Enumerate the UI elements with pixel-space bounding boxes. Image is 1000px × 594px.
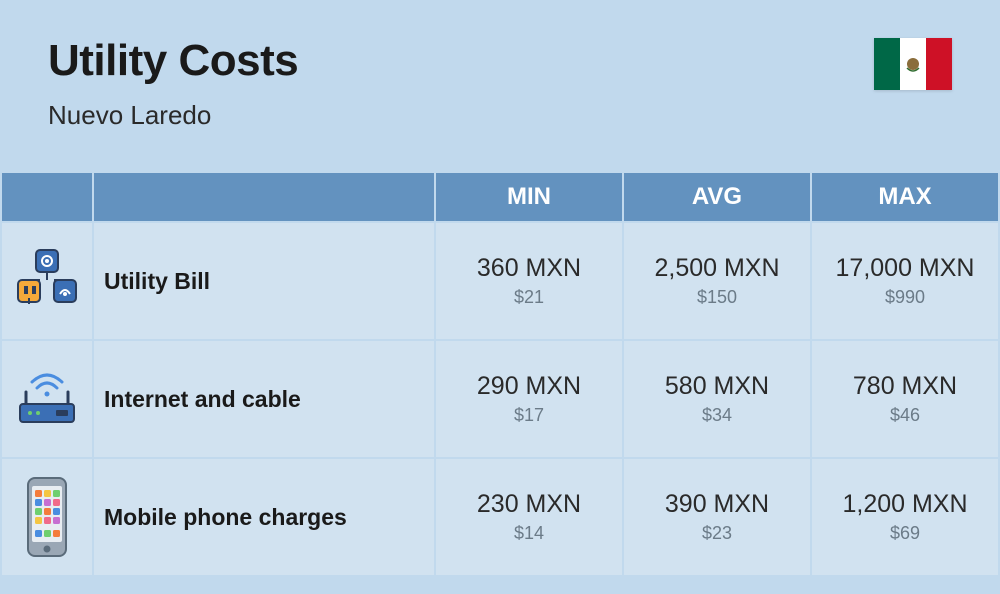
page-title: Utility Costs — [48, 36, 952, 86]
cell-min: 360 MXN $21 — [436, 223, 622, 339]
header: Utility Costs Nuevo Laredo — [0, 0, 1000, 171]
table-row: Utility Bill 360 MXN $21 2,500 MXN $150 … — [2, 223, 998, 339]
value-secondary: $17 — [436, 405, 622, 426]
cell-min: 290 MXN $17 — [436, 341, 622, 457]
value-secondary: $46 — [812, 405, 998, 426]
value-primary: 360 MXN — [436, 254, 622, 283]
table-header-row: MIN AVG MAX — [2, 173, 998, 221]
value-secondary: $34 — [624, 405, 810, 426]
cell-avg: 390 MXN $23 — [624, 459, 810, 575]
page-subtitle: Nuevo Laredo — [48, 100, 952, 131]
value-secondary: $21 — [436, 287, 622, 308]
phone-icon — [2, 459, 92, 575]
cell-max: 1,200 MXN $69 — [812, 459, 998, 575]
cell-min: 230 MXN $14 — [436, 459, 622, 575]
header-blank-icon — [2, 173, 92, 221]
value-secondary: $69 — [812, 523, 998, 544]
router-icon — [2, 341, 92, 457]
header-blank-label — [94, 173, 434, 221]
value-primary: 2,500 MXN — [624, 254, 810, 283]
value-primary: 230 MXN — [436, 490, 622, 519]
costs-table: MIN AVG MAX — [0, 171, 1000, 577]
value-secondary: $990 — [812, 287, 998, 308]
value-primary: 780 MXN — [812, 372, 998, 401]
cell-max: 780 MXN $46 — [812, 341, 998, 457]
mexico-flag-icon — [874, 38, 952, 90]
cell-max: 17,000 MXN $990 — [812, 223, 998, 339]
row-label: Internet and cable — [94, 341, 434, 457]
cell-avg: 580 MXN $34 — [624, 341, 810, 457]
row-label: Mobile phone charges — [94, 459, 434, 575]
value-primary: 1,200 MXN — [812, 490, 998, 519]
cell-avg: 2,500 MXN $150 — [624, 223, 810, 339]
utility-icon — [2, 223, 92, 339]
table-row: Mobile phone charges 230 MXN $14 390 MXN… — [2, 459, 998, 575]
value-secondary: $150 — [624, 287, 810, 308]
value-secondary: $23 — [624, 523, 810, 544]
row-label: Utility Bill — [94, 223, 434, 339]
table-row: Internet and cable 290 MXN $17 580 MXN $… — [2, 341, 998, 457]
value-secondary: $14 — [436, 523, 622, 544]
value-primary: 390 MXN — [624, 490, 810, 519]
column-header-max: MAX — [812, 173, 998, 221]
column-header-min: MIN — [436, 173, 622, 221]
value-primary: 580 MXN — [624, 372, 810, 401]
value-primary: 17,000 MXN — [812, 254, 998, 283]
column-header-avg: AVG — [624, 173, 810, 221]
value-primary: 290 MXN — [436, 372, 622, 401]
